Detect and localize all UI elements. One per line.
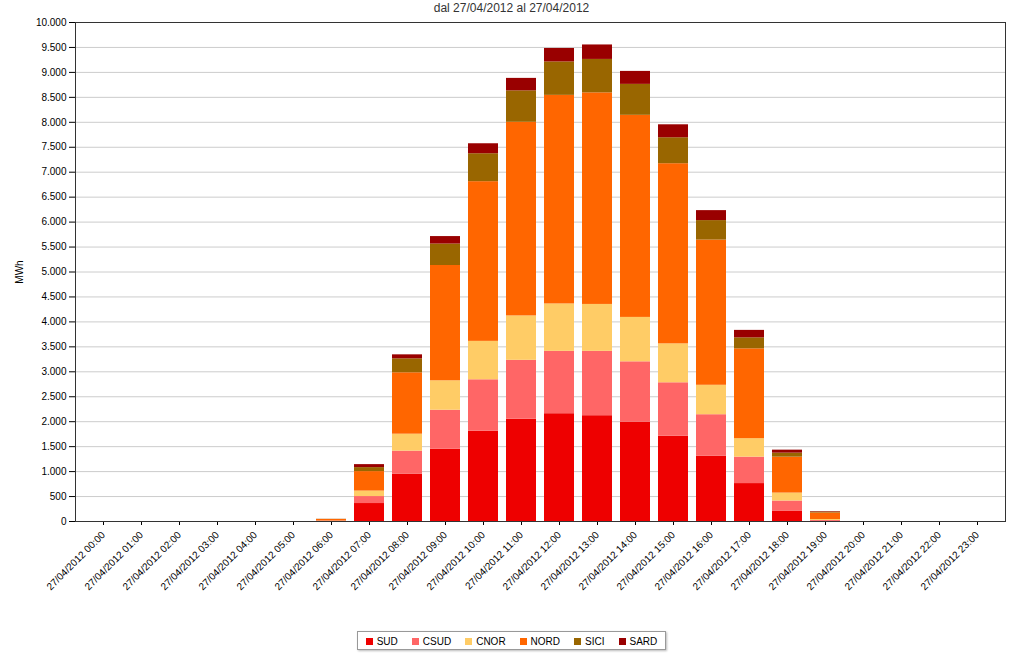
- svg-text:3.500: 3.500: [41, 341, 66, 352]
- svg-text:27/04/2012 19:00: 27/04/2012 19:00: [766, 529, 830, 593]
- svg-text:27/04/2012 21:00: 27/04/2012 21:00: [842, 529, 906, 593]
- html-text:SUD: SUD: [376, 636, 398, 647]
- svg-text:0: 0: [61, 516, 67, 527]
- svg-text:27/04/2012 11:00: 27/04/2012 11:00: [462, 529, 526, 592]
- svg-text:27/04/2012 04:00: 27/04/2012 04:00: [196, 529, 260, 593]
- svg-text:5.500: 5.500: [41, 241, 66, 252]
- svg-text:27/04/2012 09:00: 27/04/2012 09:00: [386, 529, 450, 593]
- svg-text:27/04/2012 01:00: 27/04/2012 01:00: [82, 529, 146, 593]
- svg-text:27/04/2012 22:00: 27/04/2012 22:00: [880, 529, 944, 593]
- svg-text:MWh: MWh: [14, 260, 25, 283]
- svg-text:500: 500: [50, 491, 67, 502]
- svg-text:27/04/2012 15:00: 27/04/2012 15:00: [614, 529, 678, 593]
- svg-text:27/04/2012 13:00: 27/04/2012 13:00: [538, 529, 602, 593]
- svg-text:1.500: 1.500: [41, 441, 66, 452]
- svg-text:4.000: 4.000: [41, 316, 66, 327]
- svg-text:7.500: 7.500: [41, 141, 66, 152]
- html-text:dal 27/04/2012 al 27/04/2012: dal 27/04/2012 al 27/04/2012: [433, 1, 590, 15]
- svg-text:27/04/2012 05:00: 27/04/2012 05:00: [234, 529, 298, 593]
- svg-text:6.500: 6.500: [41, 191, 66, 202]
- svg-text:27/04/2012 12:00: 27/04/2012 12:00: [500, 529, 564, 593]
- svg-text:2.000: 2.000: [41, 416, 66, 427]
- svg-text:27/04/2012 14:00: 27/04/2012 14:00: [576, 529, 640, 593]
- svg-text:3.000: 3.000: [41, 366, 66, 377]
- svg-text:27/04/2012 10:00: 27/04/2012 10:00: [424, 529, 488, 593]
- svg-text:8.500: 8.500: [41, 92, 66, 103]
- svg-text:2.500: 2.500: [41, 391, 66, 402]
- html-text:CSUD: CSUD: [422, 636, 452, 647]
- svg-text:5.000: 5.000: [41, 266, 66, 277]
- html-text:NORD: NORD: [530, 636, 561, 647]
- svg-text:27/04/2012 17:00: 27/04/2012 17:00: [690, 529, 754, 593]
- svg-text:27/04/2012 18:00: 27/04/2012 18:00: [728, 529, 792, 593]
- html-text:SARD: SARD: [629, 636, 658, 647]
- svg-text:4.500: 4.500: [41, 291, 66, 302]
- svg-text:27/04/2012 06:00: 27/04/2012 06:00: [272, 529, 336, 593]
- svg-text:1.000: 1.000: [41, 466, 66, 477]
- svg-text:27/04/2012 16:00: 27/04/2012 16:00: [652, 529, 716, 593]
- svg-text:9.000: 9.000: [41, 67, 66, 78]
- svg-text:27/04/2012 08:00: 27/04/2012 08:00: [348, 529, 412, 593]
- svg-text:27/04/2012 02:00: 27/04/2012 02:00: [120, 529, 184, 593]
- svg-text:6.000: 6.000: [41, 216, 66, 227]
- svg-text:7.000: 7.000: [41, 166, 66, 177]
- svg-text:8.000: 8.000: [41, 117, 66, 128]
- svg-text:27/04/2012 23:00: 27/04/2012 23:00: [918, 529, 981, 592]
- svg-text:10.000: 10.000: [36, 17, 67, 28]
- html-text:SICI: SICI: [585, 636, 605, 647]
- svg-text:27/04/2012 00:00: 27/04/2012 00:00: [44, 529, 108, 593]
- svg-text:27/04/2012 07:00: 27/04/2012 07:00: [310, 529, 374, 593]
- svg-text:9.500: 9.500: [41, 42, 66, 53]
- svg-text:27/04/2012 03:00: 27/04/2012 03:00: [158, 529, 222, 593]
- svg-text:27/04/2012 20:00: 27/04/2012 20:00: [804, 529, 868, 593]
- html-text:CNOR: CNOR: [476, 636, 506, 647]
